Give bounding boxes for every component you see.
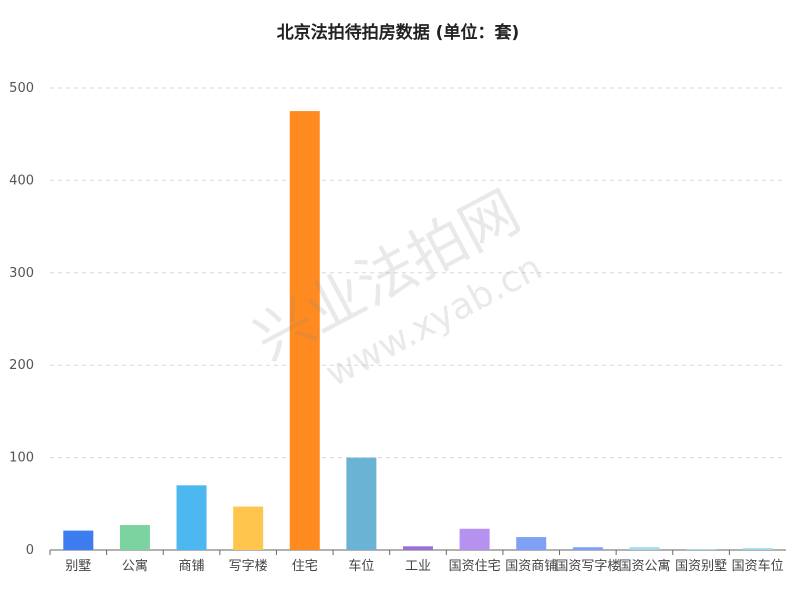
y-tick-label: 300 [9,266,34,281]
y-tick-label: 0 [26,543,34,558]
bar-3 [176,485,207,550]
x-tick-label: 国资商铺 [505,559,557,574]
y-tick-label: 500 [9,81,34,96]
x-tick-label: 写字楼 [229,559,268,574]
x-tick-label: 工业 [405,559,431,574]
x-tick-label: 商铺 [179,559,205,574]
chart-title: 北京法拍待拍房数据 (单位：套) [276,23,520,43]
bar-4 [233,506,264,550]
bar-5 [289,111,320,550]
x-tick-label: 公寓 [122,558,148,574]
bar-9 [516,537,547,550]
x-tick-label: 车位 [348,558,374,574]
x-tick-label: 别墅 [65,559,91,574]
bar-7 [403,546,433,550]
bar-6 [346,457,377,550]
x-tick-label: 国资住宅 [449,559,501,574]
y-tick-label: 400 [9,173,34,188]
x-tick-label: 国资车位 [732,558,784,574]
bar-10 [572,547,603,550]
bar-13 [742,548,773,550]
bar-11 [629,547,660,550]
x-tick-label: 国资公寓 [618,558,670,574]
bar-8 [459,528,490,550]
x-tick-label: 住宅 [292,559,318,574]
y-tick-label: 200 [9,358,34,373]
x-tick-label: 国资别墅 [675,559,727,574]
bar-12 [686,549,717,550]
bar-2 [119,525,150,550]
y-tick-label: 100 [9,451,34,466]
bar-1 [63,530,94,550]
x-tick-label: 国资写字楼 [555,559,620,574]
